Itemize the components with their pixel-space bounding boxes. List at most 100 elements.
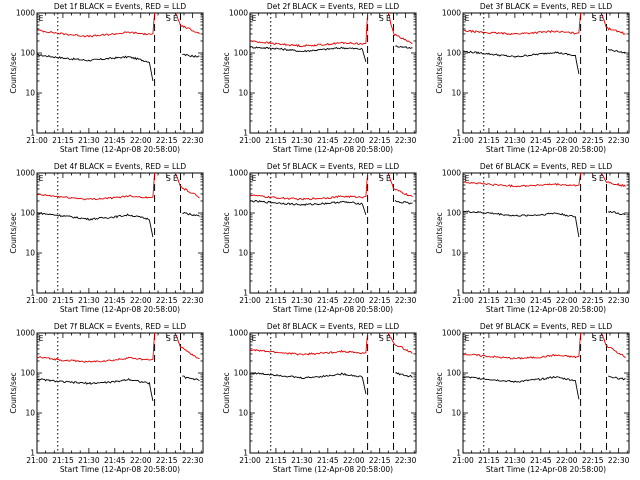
events-series-line-after-gap (394, 199, 413, 205)
x-tick-label: 21:00 (239, 296, 261, 305)
x-tick-label: 21:15 (265, 456, 287, 465)
detector-panel-2: Det 2f BLACK = Events, RED = LLD 1 10 100 10… (222, 2, 417, 154)
x-tick-label: 21:30 (504, 456, 526, 465)
x-tick-label: 21:15 (265, 136, 287, 145)
x-tick-label: 21:15 (52, 456, 74, 465)
x-axis-label: Start Time (12-Apr-08 20:58:00) (60, 305, 180, 314)
x-tick-label: 22:00 (556, 136, 578, 145)
x-tick-label: 21:45 (317, 136, 339, 145)
x-tick-label: 22:15 (369, 456, 391, 465)
y-axis-label: Counts/sec (9, 372, 18, 413)
x-tick-label: 21:30 (291, 136, 313, 145)
x-tick-label: 21:00 (26, 456, 48, 465)
marker-s: S (379, 14, 384, 23)
events-series-line-after-gap (608, 375, 626, 381)
panel-title: Det 2f BLACK = Events, RED = LLD (267, 2, 400, 11)
x-tick-label: 22:00 (556, 456, 578, 465)
marker-e: E (386, 334, 391, 343)
y-tick-label: 100 (447, 209, 462, 218)
events-series-line-after-gap (182, 375, 200, 382)
y-tick-label: 100 (21, 209, 36, 218)
panel-title: Det 6f BLACK = Events, RED = LLD (480, 162, 613, 171)
marker-e: E (173, 14, 178, 23)
marker-e-start: E (465, 174, 470, 183)
y-tick-label: 100 (447, 49, 462, 58)
events-series-line (462, 50, 580, 74)
lld-series-line-after-gap (174, 333, 200, 359)
events-series-line (249, 372, 367, 394)
x-tick-label: 21:45 (317, 456, 339, 465)
y-tick-label: 1000 (442, 329, 461, 338)
x-axis-label: Start Time (12-Apr-08 20:58:00) (486, 305, 606, 314)
y-tick-label: 100 (234, 209, 249, 218)
x-tick-label: 22:00 (130, 456, 152, 465)
y-tick-label: 100 (447, 369, 462, 378)
marker-e-start: E (252, 174, 257, 183)
marker-e: E (599, 174, 604, 183)
y-tick-label: 10 (25, 89, 35, 98)
y-tick-label: 1 (456, 129, 461, 138)
y-tick-label: 10 (238, 409, 248, 418)
x-tick-label: 21:45 (530, 296, 552, 305)
marker-e-start: E (252, 14, 257, 23)
y-tick-label: 1 (30, 129, 35, 138)
x-tick-label: 22:30 (395, 136, 417, 145)
marker-s: S (379, 174, 384, 183)
marker-e: E (386, 174, 391, 183)
y-axis-label: Counts/sec (9, 212, 18, 253)
lld-series-line-after-gap (600, 333, 626, 359)
events-series-line (462, 375, 580, 400)
x-tick-label: 22:30 (395, 456, 417, 465)
x-axis-label: Start Time (12-Apr-08 20:58:00) (273, 145, 393, 154)
y-axis-label: Counts/sec (435, 52, 444, 93)
plot-frame (36, 172, 204, 294)
y-tick-label: 10 (451, 89, 461, 98)
x-tick-label: 22:15 (582, 456, 604, 465)
events-series-line (462, 210, 580, 238)
x-tick-label: 22:30 (182, 136, 204, 145)
detector-panel-4: Det 4f BLACK = Events, RED = LLD 1 10 100 10… (9, 162, 204, 314)
marker-e-start: E (465, 334, 470, 343)
x-axis-label: Start Time (12-Apr-08 20:58:00) (60, 465, 180, 474)
x-tick-label: 21:15 (265, 296, 287, 305)
plot-frame (36, 332, 204, 454)
marker-e: E (599, 334, 604, 343)
y-tick-label: 100 (234, 49, 249, 58)
x-tick-label: 21:00 (452, 296, 474, 305)
x-tick-label: 22:30 (182, 296, 204, 305)
y-tick-label: 1000 (16, 329, 35, 338)
lld-series-line (36, 12, 156, 38)
y-tick-label: 100 (21, 369, 36, 378)
x-tick-label: 22:15 (369, 136, 391, 145)
lld-series-line (249, 332, 369, 356)
lld-series-line (249, 172, 369, 201)
y-tick-label: 100 (234, 369, 249, 378)
detector-panel-6: Det 6f BLACK = Events, RED = LLD 1 10 100 10… (435, 162, 630, 314)
y-tick-label: 1 (243, 129, 248, 138)
marker-e: E (599, 14, 604, 23)
events-series-line-after-gap (395, 372, 413, 378)
events-series-line-after-gap (395, 45, 413, 49)
y-tick-label: 1000 (229, 9, 248, 18)
x-tick-label: 21:30 (291, 296, 313, 305)
plot-frame (462, 172, 630, 294)
marker-s: S (166, 14, 171, 23)
x-axis-label: Start Time (12-Apr-08 20:58:00) (486, 145, 606, 154)
y-tick-label: 1 (30, 449, 35, 458)
detector-panel-5: Det 5f BLACK = Events, RED = LLD 1 10 100 10… (222, 162, 417, 314)
lld-series-line (462, 172, 582, 188)
marker-e: E (173, 174, 178, 183)
y-axis-label: Counts/sec (222, 372, 231, 413)
x-tick-label: 21:00 (239, 456, 261, 465)
x-tick-label: 21:15 (478, 456, 500, 465)
x-tick-label: 21:45 (104, 136, 126, 145)
plot-frame (36, 12, 204, 134)
marker-e: E (386, 14, 391, 23)
y-tick-label: 10 (238, 89, 248, 98)
y-axis-label: Counts/sec (222, 212, 231, 253)
detector-panel-3: Det 3f BLACK = Events, RED = LLD 1 10 100 10… (435, 2, 630, 154)
lld-series-line (36, 172, 156, 201)
y-tick-label: 10 (25, 249, 35, 258)
y-tick-label: 1 (243, 289, 248, 298)
x-axis-label: Start Time (12-Apr-08 20:58:00) (486, 465, 606, 474)
